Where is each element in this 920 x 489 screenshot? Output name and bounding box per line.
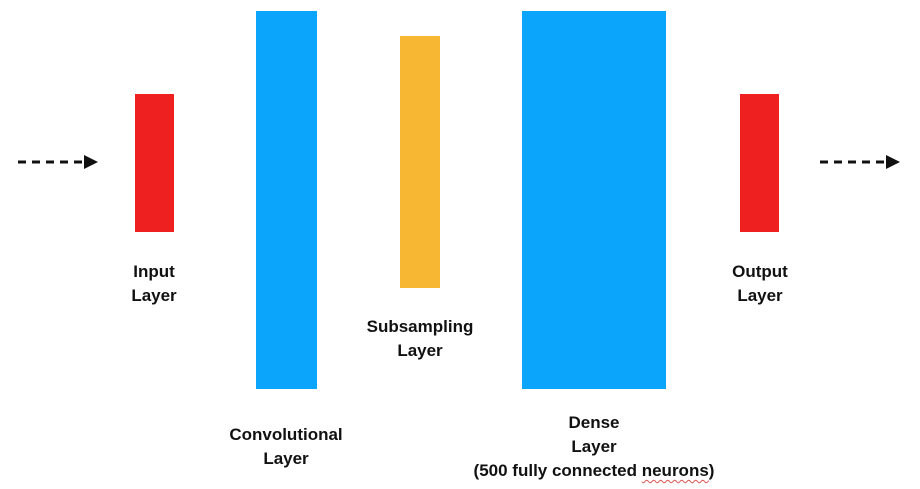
input-layer-block (135, 94, 174, 232)
subsampling-layer-label-line2: Layer (397, 341, 443, 360)
subsampling-layer-block (400, 36, 440, 288)
convolutional-layer-label-line1: Convolutional (229, 425, 343, 444)
convolutional-layer-label: Convolutional Layer (206, 423, 366, 471)
input-arrow (18, 155, 98, 169)
dense-layer-label-line3: (500 fully connected neurons) (434, 459, 754, 483)
output-arrow (820, 155, 900, 169)
output-layer-label-line2: Layer (737, 286, 783, 305)
output-layer-label-line1: Output (732, 262, 788, 281)
dense-layer-label-line2: Layer (571, 437, 617, 456)
convolutional-layer-label-line2: Layer (263, 449, 309, 468)
subsampling-layer-label: Subsampling Layer (345, 315, 495, 363)
input-layer-label-line1: Input (133, 262, 175, 281)
output-layer-label: Output Layer (705, 260, 815, 308)
input-layer-label: Input Layer (104, 260, 204, 308)
dense-layer-block (522, 11, 666, 389)
dense-layer-label-line3-post: ) (708, 461, 715, 480)
dense-layer-label: Dense Layer (500 fully connected neurons… (434, 411, 754, 483)
dense-layer-label-line1: Dense (568, 413, 620, 432)
dense-layer-label-line3-flag: neurons (641, 461, 709, 480)
input-layer-label-line2: Layer (131, 286, 177, 305)
convolutional-layer-block (256, 11, 317, 389)
subsampling-layer-label-line1: Subsampling (366, 317, 474, 336)
dense-layer-label-line3-pre: (500 fully connected (473, 461, 642, 480)
output-layer-block (740, 94, 779, 232)
